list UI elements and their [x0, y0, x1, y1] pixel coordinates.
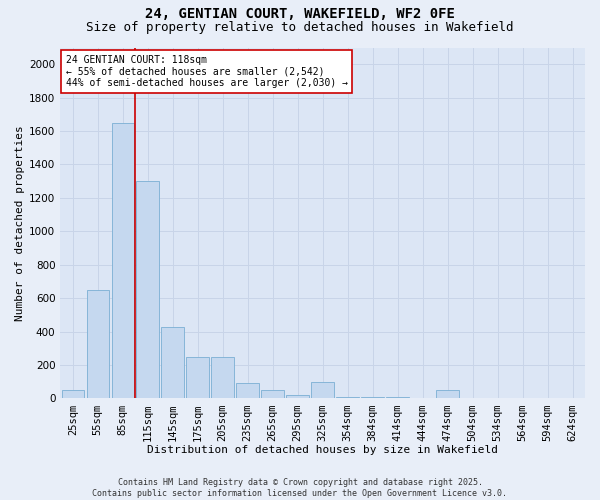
Bar	[361, 397, 384, 398]
Bar	[136, 181, 159, 398]
Bar	[337, 397, 359, 398]
Bar	[112, 122, 134, 398]
Bar	[286, 395, 309, 398]
Bar	[86, 290, 109, 399]
X-axis label: Distribution of detached houses by size in Wakefield: Distribution of detached houses by size …	[147, 445, 498, 455]
Bar	[187, 356, 209, 399]
Text: 24 GENTIAN COURT: 118sqm
← 55% of detached houses are smaller (2,542)
44% of sem: 24 GENTIAN COURT: 118sqm ← 55% of detach…	[65, 54, 347, 88]
Bar	[161, 326, 184, 398]
Bar	[436, 390, 459, 398]
Bar	[236, 384, 259, 398]
Bar	[311, 382, 334, 398]
Bar	[211, 356, 234, 399]
Bar	[262, 390, 284, 398]
Text: Size of property relative to detached houses in Wakefield: Size of property relative to detached ho…	[86, 21, 514, 34]
Text: 24, GENTIAN COURT, WAKEFIELD, WF2 0FE: 24, GENTIAN COURT, WAKEFIELD, WF2 0FE	[145, 8, 455, 22]
Text: Contains HM Land Registry data © Crown copyright and database right 2025.
Contai: Contains HM Land Registry data © Crown c…	[92, 478, 508, 498]
Bar	[62, 390, 84, 398]
Y-axis label: Number of detached properties: Number of detached properties	[15, 125, 25, 321]
Bar	[386, 397, 409, 398]
